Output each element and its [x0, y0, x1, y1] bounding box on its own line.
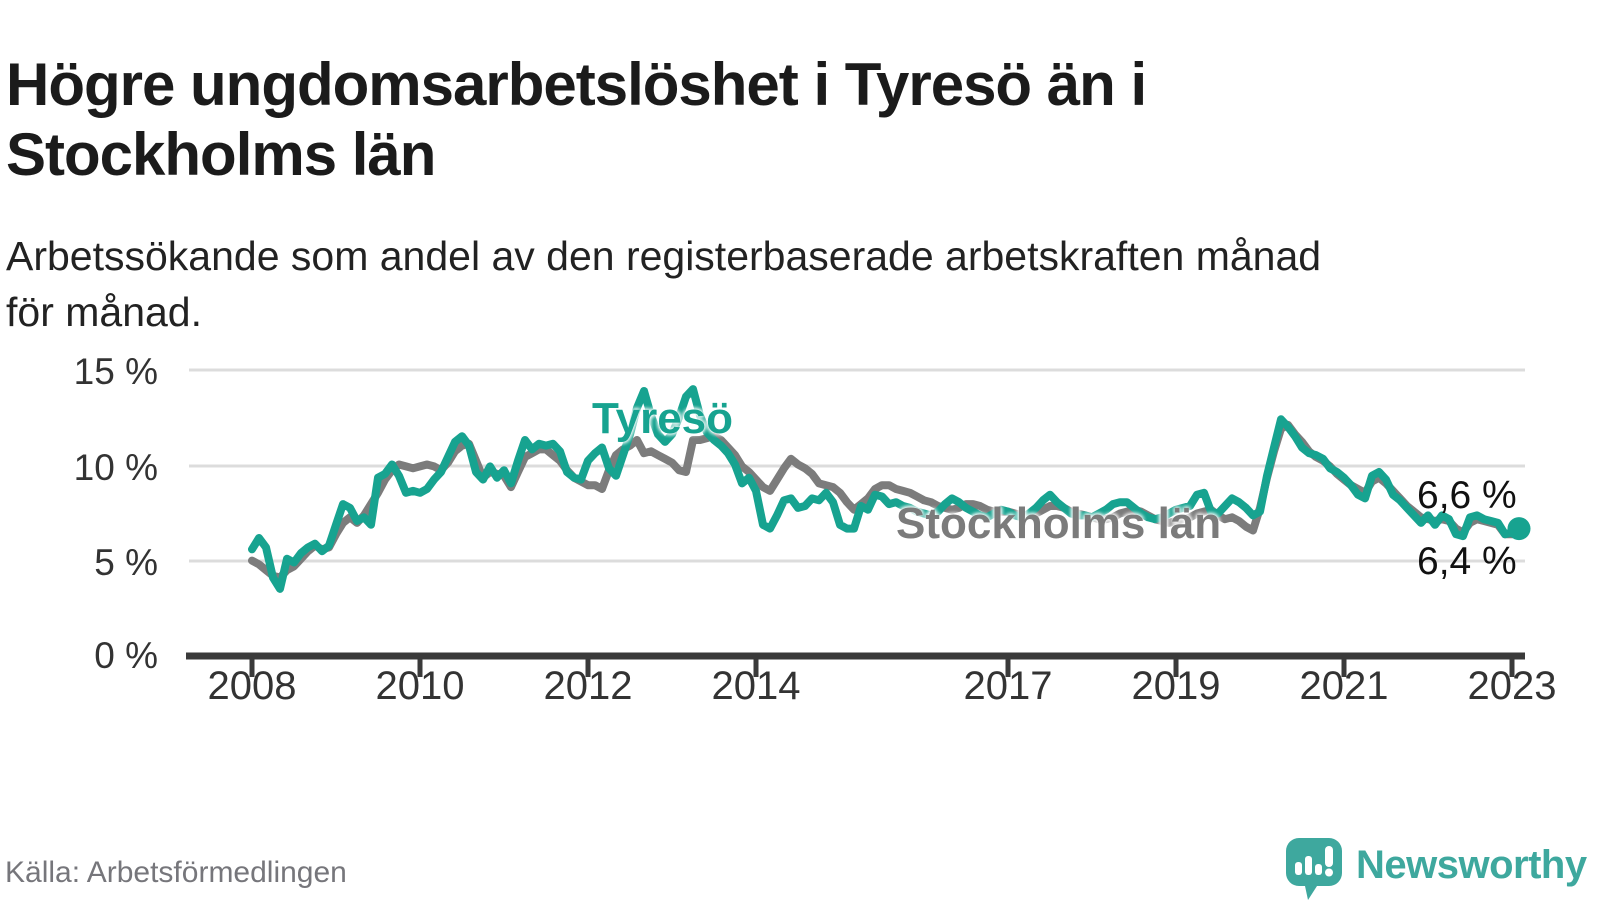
x-axis-label-2021: 2021 — [1299, 664, 1389, 708]
page-subtitle: Arbetssökande som andel av den registerb… — [6, 233, 1322, 335]
newsworthy-logo-icon — [1286, 838, 1342, 900]
series-label-stockholm: Stockholms län — [896, 499, 1222, 548]
x-axis-label-2012: 2012 — [543, 664, 633, 708]
logo-exclamation-dot — [1325, 868, 1333, 877]
brand-wordmark: Newsworthy — [1356, 843, 1587, 887]
logo-bar-1 — [1295, 862, 1302, 875]
y-axis-label-15: 15 % — [73, 351, 158, 392]
x-axis-ticks — [249, 659, 1515, 677]
x-axis-label-2019: 2019 — [1131, 664, 1221, 708]
x-axis-label-2017: 2017 — [963, 664, 1053, 708]
x-axis-label-2023: 2023 — [1467, 664, 1557, 708]
page-title: Högre ungdomsarbetslöshet i Tyresö än i … — [6, 51, 1147, 189]
end-value-label-tyreso: 6,6 % — [1417, 474, 1517, 517]
end-value-label-stockholm: 6,4 % — [1417, 540, 1517, 583]
series-end-dot — [1507, 517, 1531, 541]
x-axis-label-2010: 2010 — [375, 664, 465, 708]
series-label-tyreso: Tyresö — [592, 394, 734, 443]
x-axis-label-2014: 2014 — [711, 664, 801, 708]
logo-bubble — [1286, 838, 1342, 900]
y-axis-label-10: 10 % — [73, 447, 158, 488]
logo-exclamation-bar — [1325, 846, 1333, 867]
logo-bar-2 — [1305, 856, 1312, 875]
y-axis-label-0: 0 % — [94, 635, 158, 676]
source-note: Källa: Arbetsförmedlingen — [5, 856, 347, 889]
logo-bar-3 — [1315, 864, 1322, 875]
y-axis-label-5: 5 % — [94, 542, 158, 583]
x-axis-label-2008: 2008 — [207, 664, 297, 708]
tyreso-line — [248, 385, 1523, 593]
